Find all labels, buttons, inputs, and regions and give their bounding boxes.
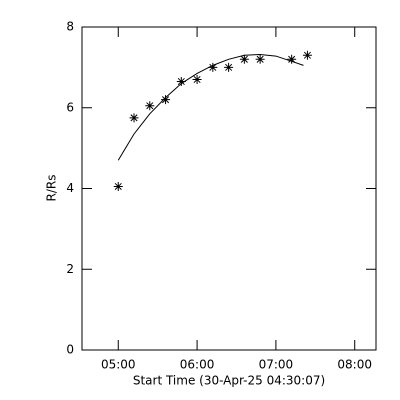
x-axis-label: Start Time (30-Apr-25 04:30:07) (133, 374, 325, 388)
x-tick-label: 06:00 (180, 358, 215, 372)
point (113, 181, 123, 191)
y-tick-label: 2 (66, 262, 74, 276)
y-tick-label: 6 (66, 100, 74, 114)
point (192, 74, 202, 84)
y-tick-label: 0 (66, 343, 74, 357)
y-axis-label: R/Rs (45, 175, 59, 202)
y-tick-label: 8 (66, 20, 74, 34)
x-tick-label: 08:00 (337, 358, 372, 372)
point (176, 77, 186, 87)
x-tick-label: 07:00 (259, 358, 294, 372)
point (129, 113, 139, 123)
plot-frame (81, 26, 377, 351)
point (145, 101, 155, 111)
point (208, 62, 218, 72)
y-tick-label: 4 (66, 181, 74, 195)
point (255, 54, 265, 64)
point (224, 62, 234, 72)
point (287, 54, 297, 64)
point (161, 95, 171, 105)
point (302, 50, 312, 60)
point (239, 54, 249, 64)
fit-line (117, 53, 304, 161)
x-tick-label: 05:00 (101, 358, 136, 372)
